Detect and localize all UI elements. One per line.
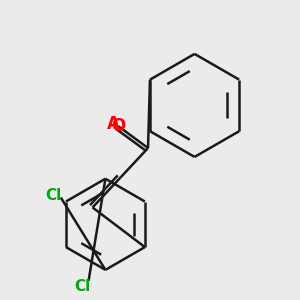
Text: A: A: [107, 115, 120, 133]
Text: Cl: Cl: [45, 188, 61, 203]
Text: Cl: Cl: [74, 279, 91, 294]
Text: O: O: [111, 117, 125, 135]
